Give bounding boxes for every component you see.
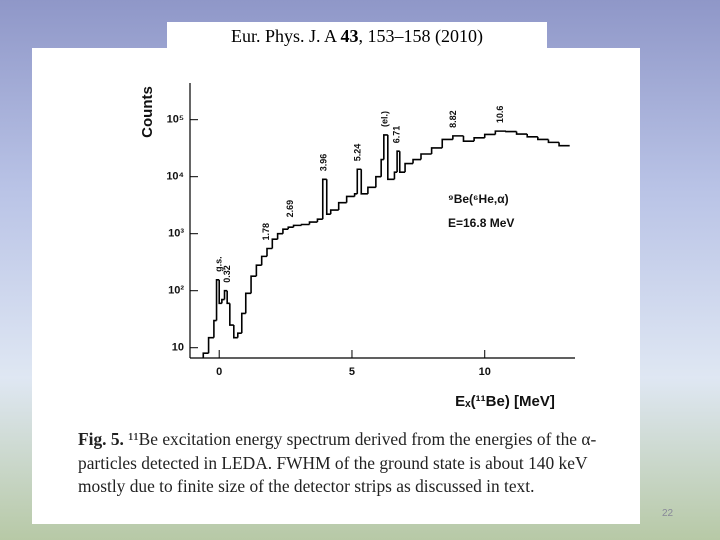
peak-label: (el.) <box>380 111 390 127</box>
y-tick-label: 10² <box>168 285 184 297</box>
y-tick-label: 10 <box>172 342 184 354</box>
histogram-bin <box>229 303 234 326</box>
histogram-bin <box>321 178 327 220</box>
histogram-bin <box>226 290 230 305</box>
histogram-bin <box>308 221 318 225</box>
caption-label: Fig. 5. <box>78 429 124 449</box>
slide-number: 22 <box>662 508 674 519</box>
histogram-bin <box>202 352 209 358</box>
histogram-bin <box>255 264 262 277</box>
histogram-bin <box>337 201 347 211</box>
x-tick-label: 10 <box>479 366 491 378</box>
histogram-bin <box>316 218 323 223</box>
caption: Fig. 5. ¹¹Be excitation energy spectrum … <box>78 428 634 499</box>
histogram-bin <box>345 195 355 203</box>
histogram-bin <box>396 150 400 173</box>
journal: Eur. Phys. J. A <box>230 26 337 46</box>
peak-label: g.s. <box>214 256 224 272</box>
peak-label: 8.82 <box>448 110 458 128</box>
histogram-bin <box>393 171 398 180</box>
y-axis-label: Counts <box>139 86 156 138</box>
reaction-label: ⁹Be(⁶He,α) <box>448 192 509 206</box>
pages: 153–158 (2010) <box>367 26 484 46</box>
histogram-bin <box>329 209 339 215</box>
histogram-bin <box>287 226 294 230</box>
histogram-bin <box>325 179 331 215</box>
histogram-bin <box>441 138 453 148</box>
histogram-bin <box>353 193 358 197</box>
histogram-bin <box>356 168 362 194</box>
x-axis-label: Eₓ(¹¹Be) [MeV] <box>455 393 555 410</box>
histogram-bin <box>537 136 549 141</box>
histogram-bin <box>215 279 220 321</box>
histogram-bin <box>547 139 560 144</box>
histogram-bin <box>452 135 464 140</box>
y-tick-label: 10⁴ <box>166 171 184 183</box>
histogram-bin <box>213 319 217 338</box>
histogram-bin <box>558 142 570 147</box>
histogram-bin <box>398 151 406 173</box>
histogram-bin <box>526 134 538 138</box>
peak-label: 6.71 <box>392 126 402 144</box>
volume: 43 <box>340 26 359 46</box>
histogram-bin <box>412 158 421 164</box>
histogram-bin <box>404 162 414 173</box>
peak-label: 0.32 <box>222 265 232 283</box>
histogram-bin <box>292 224 302 228</box>
histogram-bin <box>223 289 228 300</box>
histogram-bin <box>207 336 214 354</box>
histogram-bin <box>515 131 528 135</box>
histogram-bin <box>221 298 225 304</box>
histogram-bin <box>387 134 395 181</box>
figure-panel: Fig. 5. ¹¹Be excitation energy spectrum … <box>32 48 640 524</box>
histogram-bin <box>300 223 310 226</box>
histogram-bin <box>380 158 384 177</box>
energy-label: E=16.8 MeV <box>448 216 514 230</box>
peak-label: 1.78 <box>261 223 271 241</box>
histogram-bin <box>367 186 376 194</box>
histogram-bin <box>383 134 388 160</box>
histogram-bin <box>282 228 289 234</box>
x-tick-label: 0 <box>216 366 222 378</box>
histogram-bin <box>233 325 238 339</box>
y-tick-label: 10³ <box>168 228 184 240</box>
peak-label: 5.24 <box>353 144 363 162</box>
histogram-bin <box>240 312 246 334</box>
caption-text: ¹¹Be excitation energy spectrum derived … <box>78 429 597 497</box>
peak-label: 2.69 <box>285 200 295 218</box>
histogram-bin <box>266 247 273 257</box>
histogram-bin <box>276 232 283 240</box>
histogram-bin <box>260 255 267 266</box>
histogram-bin <box>483 133 496 138</box>
histogram-bin <box>236 332 242 338</box>
histogram-bin <box>244 292 252 314</box>
histogram-bin <box>218 279 222 305</box>
histogram-bin <box>494 130 506 135</box>
histogram-bin <box>420 153 432 160</box>
histogram-bin <box>271 238 278 249</box>
histogram-bin <box>360 169 368 195</box>
histogram-bin <box>473 137 485 142</box>
histogram-bin <box>250 275 257 294</box>
peak-label: 10.6 <box>495 106 505 124</box>
y-tick-label: 10⁵ <box>167 114 184 126</box>
peak-label: 3.96 <box>319 154 329 172</box>
x-tick-label: 5 <box>349 366 355 378</box>
citation: Eur. Phys. J. A 43, 153–158 (2010) <box>167 22 547 49</box>
histogram-bin <box>375 175 382 188</box>
histogram-bin <box>462 135 475 142</box>
histogram-bin <box>430 147 443 155</box>
